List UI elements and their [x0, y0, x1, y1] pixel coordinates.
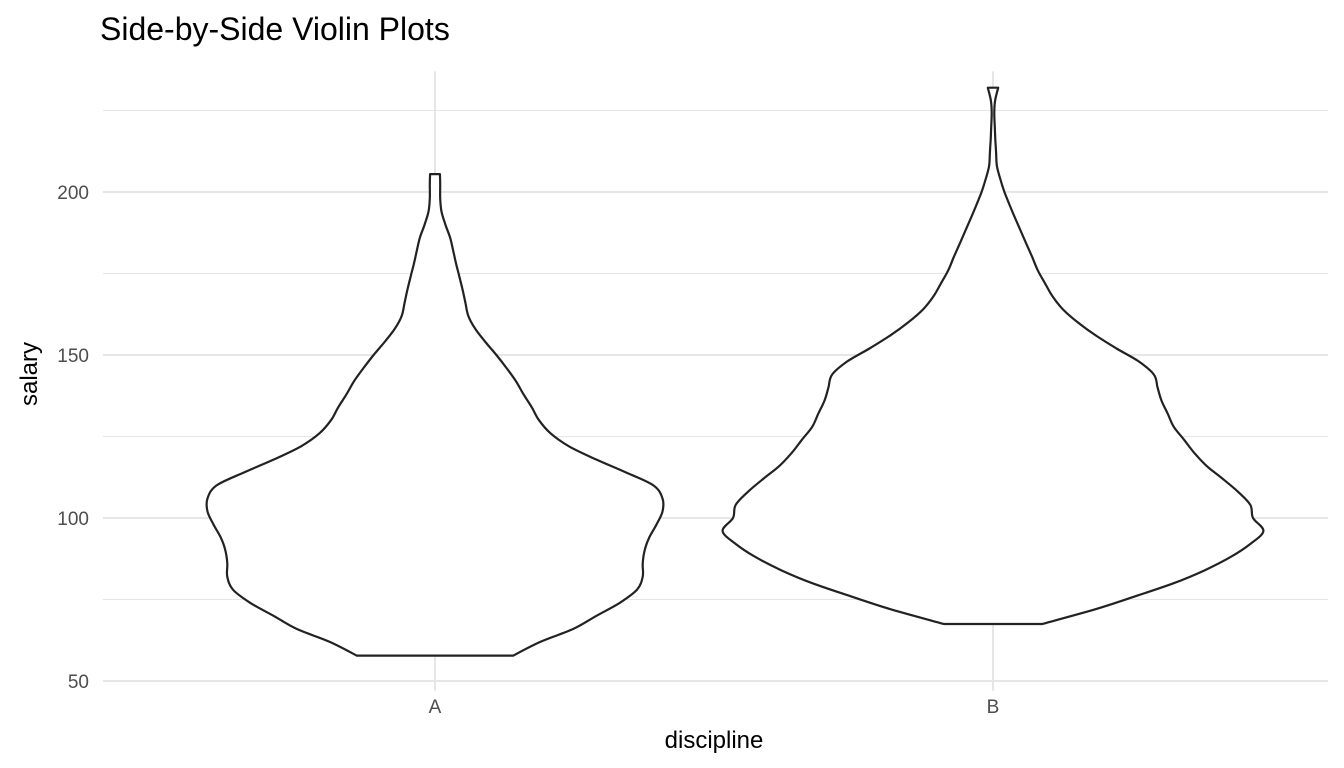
y-tick-label: 200	[57, 183, 89, 204]
y-tick-label: 100	[57, 509, 89, 530]
x-tick-label: B	[987, 697, 1000, 718]
y-tick-labels: 50 100 150 200	[57, 183, 89, 693]
y-tick-label: 150	[57, 346, 89, 367]
violin-a	[205, 173, 665, 657]
y-axis-title: salary	[16, 342, 43, 406]
x-axis-title: discipline	[665, 727, 764, 754]
violin-b	[721, 86, 1265, 626]
chart-title: Side-by-Side Violin Plots	[100, 11, 450, 47]
y-tick-label: 50	[68, 672, 89, 693]
x-tick-label: A	[429, 697, 442, 718]
violins	[205, 86, 1265, 657]
